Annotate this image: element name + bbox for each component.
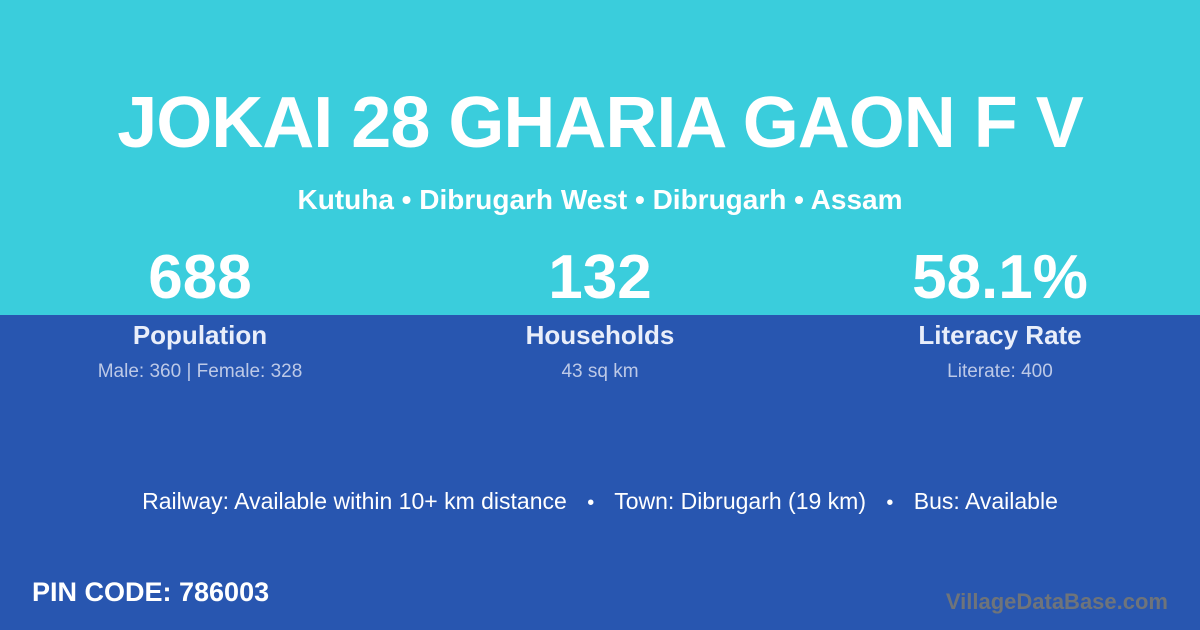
stat-households: 132 Households 43 sq km — [400, 244, 800, 383]
households-detail: 43 sq km — [561, 361, 639, 382]
population-label: Population — [132, 320, 268, 350]
town-info: Town: Dibrugarh (19 km) — [614, 488, 866, 514]
households-value: 132 — [548, 243, 652, 312]
transport-info-line: Railway: Available within 10+ km distanc… — [0, 487, 1200, 517]
bullet-separator: • — [886, 492, 894, 514]
population-detail: Male: 360 | Female: 328 — [97, 361, 303, 382]
literacy-label: Literacy Rate — [918, 320, 1082, 350]
literacy-detail: Literate: 400 — [947, 361, 1053, 382]
households-label: Households — [525, 320, 675, 350]
stats-row: 688 Population Male: 360 | Female: 328 1… — [0, 244, 1200, 383]
bus-info: Bus: Available — [913, 488, 1058, 514]
bottom-background — [0, 315, 1200, 630]
stat-literacy: 58.1% Literacy Rate Literate: 400 — [800, 244, 1200, 383]
top-background — [0, 0, 1200, 315]
watermark-brand: VillageDataBase.com — [945, 589, 1168, 614]
railway-info: Railway: Available within 10+ km distanc… — [142, 488, 567, 514]
literacy-value: 58.1% — [912, 243, 1088, 312]
village-title: JOKAI 28 GHARIA GAON F V — [117, 83, 1083, 163]
pin-code: PIN CODE: 786003 — [32, 577, 270, 607]
stat-population: 688 Population Male: 360 | Female: 328 — [0, 244, 400, 383]
population-value: 688 — [148, 243, 252, 312]
location-breadcrumb: Kutuha • Dibrugarh West • Dibrugarh • As… — [297, 184, 903, 215]
bullet-separator: • — [587, 492, 595, 514]
